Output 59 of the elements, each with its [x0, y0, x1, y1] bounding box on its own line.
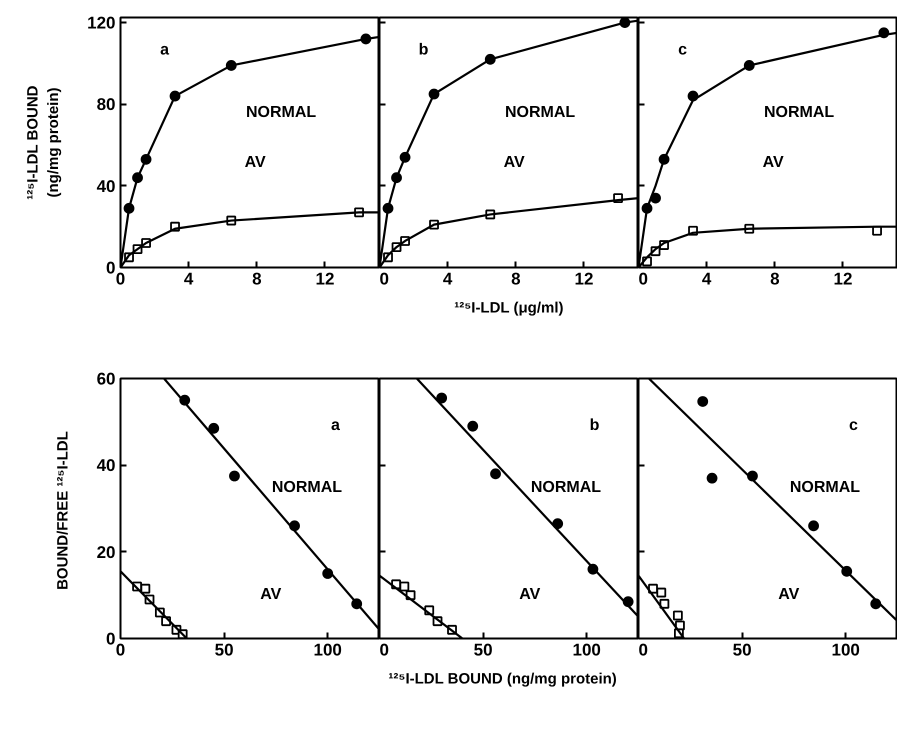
annotation: AV	[244, 154, 266, 171]
x-axis-title: ¹²⁵I-LDL BOUND (ng/mg protein)	[388, 670, 617, 688]
x-tick-label: 8	[252, 270, 262, 288]
annotation: AV	[778, 586, 800, 603]
point	[436, 392, 448, 404]
annotation: NORMAL	[790, 479, 860, 496]
point	[697, 396, 708, 407]
y-tick-label: 60	[96, 370, 116, 388]
x-tick-label: 12	[834, 270, 852, 288]
annotation: a	[160, 42, 170, 58]
point	[808, 520, 819, 532]
point	[140, 584, 150, 594]
y-tick-label: 40	[96, 176, 116, 196]
point	[490, 468, 501, 480]
y-axis-title: ¹²⁵I-LDL BOUND (ng/mg protein)	[24, 85, 62, 200]
x-tick-label: 8	[511, 270, 521, 288]
point	[399, 582, 410, 592]
x-tick-label: 12	[316, 270, 334, 288]
x-tick-label: 0	[380, 270, 389, 288]
point	[656, 588, 666, 598]
x-tick-label: 50	[214, 640, 234, 660]
x-tick-label: 50	[474, 640, 493, 660]
annotation: AV	[519, 586, 541, 603]
point	[672, 610, 683, 620]
annotation: b	[418, 42, 429, 58]
annotation: c	[849, 416, 858, 434]
point	[229, 470, 240, 482]
y-tick-label: 120	[87, 14, 116, 33]
annotation: c	[678, 42, 688, 58]
x-tick-label: 4	[702, 270, 712, 288]
annotation: AV	[504, 154, 526, 171]
x-tick-label: 0	[638, 640, 648, 660]
annotation: AV	[260, 586, 282, 603]
y-axis-title: BOUND/FREE ¹²⁵I-LDL	[54, 431, 72, 590]
y-tick-label: 20	[96, 542, 116, 562]
x-tick-label: 0	[380, 640, 389, 660]
annotation: a	[331, 416, 340, 434]
y-tick-label: 80	[96, 95, 116, 114]
x-tick-label: 4	[442, 270, 453, 288]
annotation: NORMAL	[246, 104, 316, 121]
x-tick-label: 0	[638, 270, 648, 288]
annotation: NORMAL	[764, 104, 834, 121]
point	[208, 422, 220, 434]
annotation: AV	[762, 154, 784, 171]
x-tick-label: 100	[572, 640, 601, 660]
x-axis-title: ¹²⁵I-LDL (μg/ml)	[454, 300, 564, 316]
annotation: NORMAL	[530, 479, 602, 496]
x-tick-label: 8	[770, 270, 780, 288]
point	[706, 472, 718, 484]
y-tick-label: 40	[96, 456, 116, 476]
x-tick-label: 100	[832, 640, 860, 660]
x-tick-label: 4	[184, 270, 194, 288]
x-tick-label: 50	[732, 640, 752, 660]
x-tick-label: 100	[314, 640, 342, 660]
annotation: NORMAL	[504, 104, 576, 121]
annotation: b	[590, 416, 600, 434]
annotation: NORMAL	[272, 479, 342, 496]
x-tick-label: 12	[574, 270, 594, 288]
point	[467, 420, 478, 432]
